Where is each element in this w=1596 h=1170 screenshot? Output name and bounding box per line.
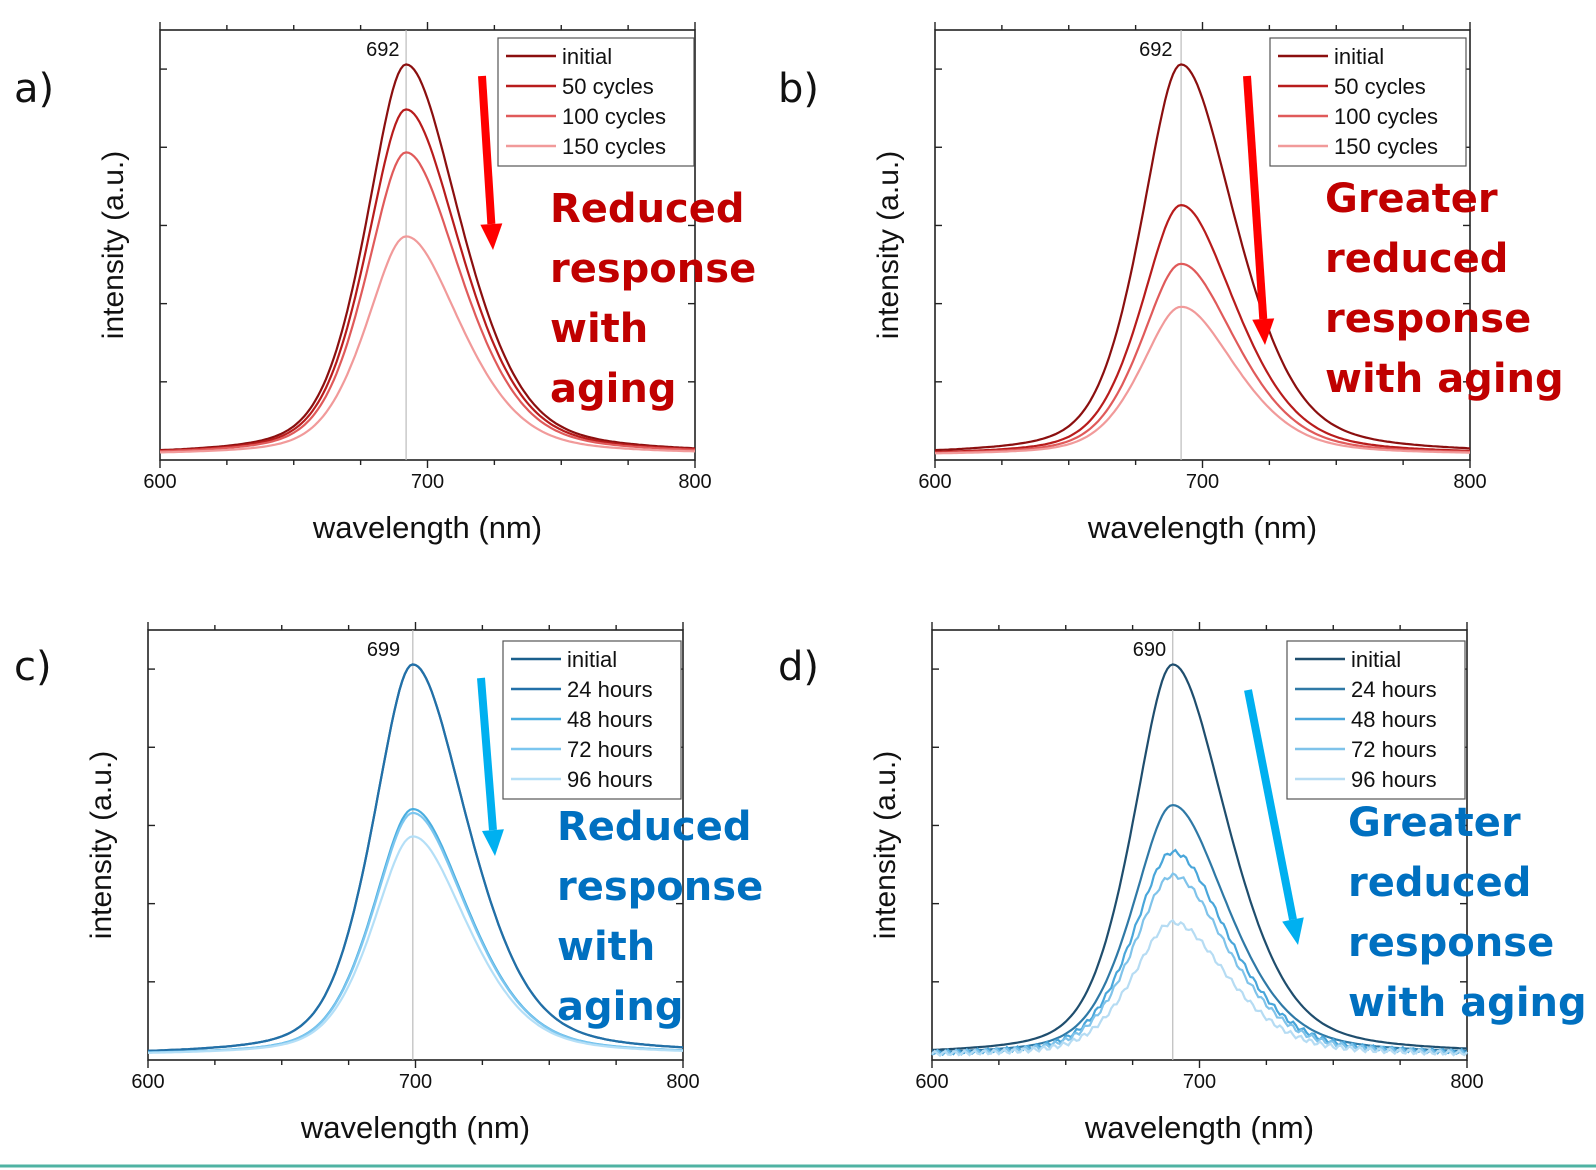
annotation-line: Greater	[1348, 800, 1521, 846]
annotation-line: reduced	[1325, 236, 1508, 282]
peak-label: 692	[366, 39, 399, 61]
peak-label: 699	[367, 639, 400, 661]
x-tick-label: 700	[1183, 1071, 1216, 1093]
legend-entry: 72 hours	[567, 737, 653, 762]
x-tick-label: 800	[1450, 1071, 1483, 1093]
x-axis-label: wavelength (nm)	[1084, 1110, 1314, 1145]
series-line-96-hours	[931, 918, 1468, 1058]
annotation-line: response	[557, 864, 763, 910]
annotation-line: reduced	[1348, 860, 1531, 906]
legend-entry: 24 hours	[567, 677, 653, 702]
trend-arrow-head	[1282, 917, 1304, 945]
legend-entry: 48 hours	[1351, 707, 1437, 732]
y-axis-label: intensity (a.u.)	[872, 151, 905, 339]
panel-label: b)	[778, 66, 819, 112]
series-line-24-hours	[931, 803, 1468, 1053]
legend-entry: 50 cycles	[1334, 74, 1426, 99]
y-axis-label: intensity (a.u.)	[97, 151, 130, 339]
trend-arrow-head	[1252, 318, 1275, 345]
chart-panel-d: d) 600 700 800 wavelength (nm) intensity (a.u…	[778, 622, 1587, 1145]
series-line-24-hours	[147, 663, 684, 1052]
series-line-100-cycles	[934, 262, 1471, 454]
series-line-50-cycles	[159, 108, 696, 452]
x-tick-label: 700	[411, 471, 444, 493]
series-line-150-cycles	[935, 305, 1470, 455]
x-tick-label: 800	[678, 471, 711, 493]
legend-entry: 100 cycles	[562, 104, 666, 129]
legend-entry: initial	[567, 647, 617, 672]
annotation-line: response	[1325, 296, 1531, 342]
annotation-line: response	[550, 246, 756, 292]
x-axis-label: wavelength (nm)	[1087, 510, 1317, 545]
series-line-150-cycles	[160, 235, 696, 454]
trend-arrow	[1244, 689, 1297, 921]
x-tick-label: 800	[1453, 471, 1486, 493]
annotation-line: with	[557, 924, 655, 970]
annotation-line: with	[550, 306, 648, 352]
legend-entry: 100 cycles	[1334, 104, 1438, 129]
legend-entry: 72 hours	[1351, 737, 1437, 762]
trend-arrow	[478, 75, 496, 225]
annotation-line: response	[1348, 920, 1554, 966]
x-tick-label: 700	[399, 1071, 432, 1093]
annotation-line: Reduced	[550, 186, 745, 232]
annotation-line: Reduced	[557, 804, 752, 850]
legend-entry: 96 hours	[567, 767, 653, 792]
x-tick-label: 700	[1186, 471, 1219, 493]
peak-label: 692	[1139, 39, 1172, 61]
annotation-line: aging	[557, 984, 683, 1030]
series-line-initial	[159, 63, 696, 452]
legend-entry: 150 cycles	[562, 134, 666, 159]
y-axis-label: intensity (a.u.)	[869, 751, 902, 939]
trend-arrow-head	[480, 223, 503, 250]
series-line-initial	[931, 663, 1468, 1051]
legend-entry: initial	[1351, 647, 1401, 672]
panel-label: a)	[14, 66, 54, 112]
series-line-50-cycles	[934, 203, 1471, 454]
legend-entry: initial	[562, 44, 612, 69]
annotation-line: aging	[550, 366, 676, 412]
legend-entry: 48 hours	[567, 707, 653, 732]
chart-panel-c: c) 600 700 800 wavelength (nm) intensity (a.u…	[14, 622, 763, 1145]
x-tick-label: 600	[143, 471, 176, 493]
annotation-line: with aging	[1325, 356, 1564, 402]
peak-label: 690	[1133, 639, 1166, 661]
x-tick-label: 600	[131, 1071, 164, 1093]
trend-arrow	[1243, 75, 1268, 320]
legend-entry: 150 cycles	[1334, 134, 1438, 159]
trend-arrow	[477, 677, 497, 831]
x-axis-label: wavelength (nm)	[300, 1110, 530, 1145]
legend-entry: 50 cycles	[562, 74, 654, 99]
legend-box	[1269, 37, 1467, 167]
y-axis-label: intensity (a.u.)	[85, 751, 118, 939]
chart-panel-a: a) 600 700 800 wavelength (nm) intensity (a.u…	[14, 22, 756, 545]
panel-label: d)	[778, 644, 819, 690]
legend-box	[497, 37, 695, 167]
series-line-96-hours	[148, 835, 683, 1054]
panel-label: c)	[14, 644, 52, 690]
x-tick-label: 600	[915, 1071, 948, 1093]
trend-arrow-head	[481, 829, 504, 856]
legend-entry: initial	[1334, 44, 1384, 69]
x-tick-label: 800	[666, 1071, 699, 1093]
x-axis-label: wavelength (nm)	[312, 510, 542, 545]
legend-entry: 24 hours	[1351, 677, 1437, 702]
series-line-initial	[934, 63, 1471, 452]
series-line-100-cycles	[159, 151, 696, 453]
chart-panel-b: b) 600 700 800 wavelength (nm) intensity (a.u…	[778, 22, 1564, 545]
annotation-line: with aging	[1348, 980, 1587, 1026]
legend-entry: 96 hours	[1351, 767, 1437, 792]
x-tick-label: 600	[918, 471, 951, 493]
annotation-line: Greater	[1325, 176, 1498, 222]
